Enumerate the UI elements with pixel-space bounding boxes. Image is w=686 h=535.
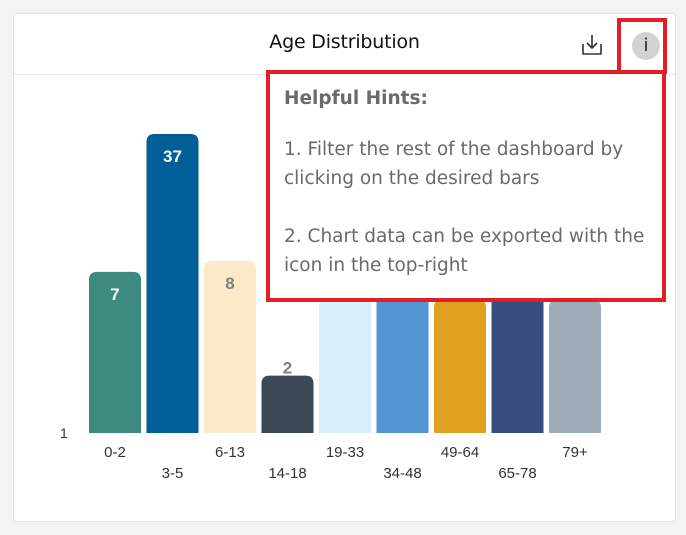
bar-14-18[interactable]	[261, 375, 314, 433]
bar-19-33[interactable]	[319, 299, 371, 433]
bar-34-48[interactable]	[376, 284, 429, 433]
x-tick-label: 49-64	[441, 444, 479, 461]
x-tick-label: 3-5	[162, 465, 184, 482]
tooltip-title: Helpful Hints:	[284, 88, 428, 109]
info-button[interactable]: i	[632, 32, 660, 60]
bar-6-13[interactable]	[204, 260, 256, 433]
bar-value-label: 2	[283, 359, 292, 378]
x-tick-label: 65-78	[498, 465, 536, 482]
download-icon	[582, 35, 602, 55]
chart-title: Age Distribution	[269, 31, 420, 53]
x-tick-label: 0-2	[104, 444, 126, 461]
bar-value-label: 37	[163, 147, 182, 166]
bar-79+[interactable]	[549, 299, 601, 433]
info-icon: i	[643, 35, 649, 56]
bar-0-2[interactable]	[89, 271, 141, 433]
bar-value-label: 7	[110, 285, 119, 304]
tooltip-hint-2: 2. Chart data can be exported with the i…	[284, 226, 645, 276]
tooltip-hint-1: 1. Filter the rest of the dashboard by c…	[284, 139, 624, 189]
x-tick-label: 6-13	[215, 444, 245, 461]
helpful-hints-tooltip: Helpful Hints: 1. Filter the rest of the…	[266, 70, 666, 302]
x-tick-label: 34-48	[383, 465, 421, 482]
download-button[interactable]	[579, 32, 605, 58]
bar-49-64[interactable]	[434, 299, 486, 433]
y-tick-label: 1	[60, 425, 68, 441]
x-tick-label: 19-33	[326, 444, 364, 461]
x-tick-label: 79+	[562, 444, 588, 461]
bar-value-label: 8	[225, 274, 234, 293]
bar-65-78[interactable]	[491, 284, 544, 433]
bar-3-5[interactable]	[146, 134, 199, 433]
x-tick-label: 14-18	[268, 465, 306, 482]
